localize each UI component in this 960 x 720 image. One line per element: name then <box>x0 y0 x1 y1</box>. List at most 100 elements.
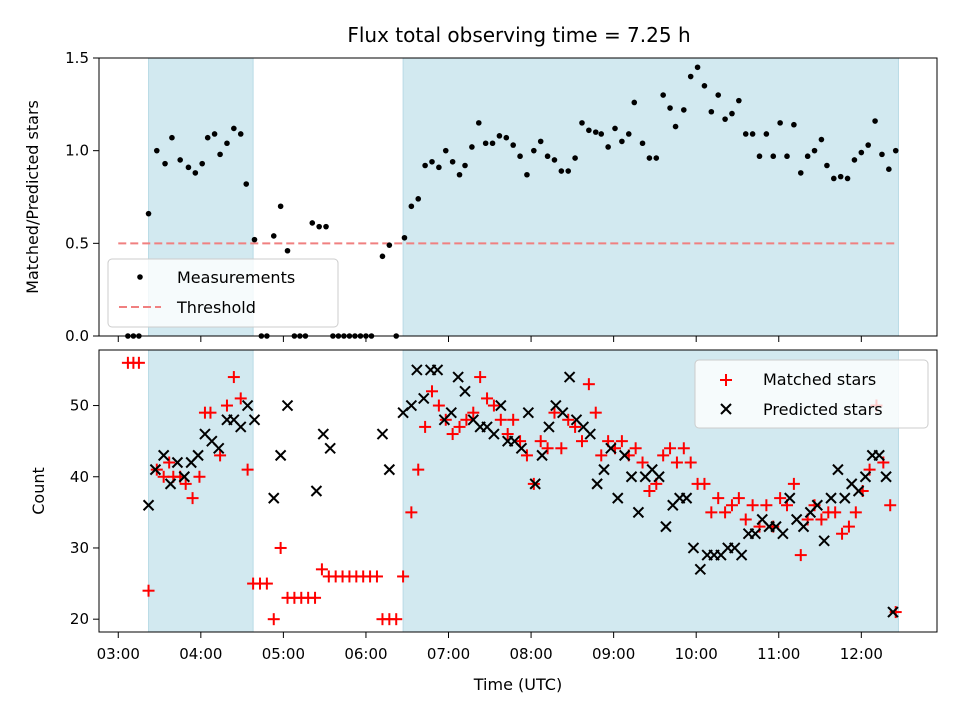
predicted-star-point <box>811 499 823 511</box>
measurement-point <box>565 168 572 174</box>
measurement-point <box>797 170 804 176</box>
measurement-point <box>192 170 199 176</box>
measurement-point <box>217 151 223 158</box>
predicted-star-stroke <box>488 428 500 440</box>
matched-star-point <box>534 435 547 448</box>
predicted-star-point <box>784 492 796 504</box>
measurement-point <box>660 92 666 98</box>
matched-star-point <box>487 399 500 412</box>
predicted-star-stroke <box>452 371 464 383</box>
matched-star-point <box>815 513 828 526</box>
measurement-point <box>204 134 211 141</box>
predicted-star-stroke <box>756 513 768 526</box>
predicted-star-stroke <box>383 463 396 476</box>
measurement-point <box>892 147 899 154</box>
predicted-star-point <box>612 492 624 504</box>
predicted-star-stroke <box>873 449 885 462</box>
predicted-star-stroke <box>845 478 858 490</box>
ratio-y-axis-label: Matched/Predicted stars <box>23 100 42 294</box>
predicted-star-stroke <box>431 364 444 376</box>
measurement-point <box>777 120 783 126</box>
ratio-y-tick-label: 1.0 <box>65 142 89 160</box>
measurement-point <box>708 108 715 115</box>
measurement-point <box>879 151 885 158</box>
measurement-point <box>251 236 258 243</box>
measurement-point <box>653 155 660 161</box>
predicted-star-stroke <box>529 478 541 490</box>
predicted-star-point <box>605 442 617 454</box>
predicted-star-stroke <box>310 485 323 497</box>
predicted-star-point <box>157 449 170 462</box>
ratio-y-axis: 0.0 0.5 1.0 1.5 <box>65 49 99 345</box>
measurement-point <box>722 116 728 122</box>
predicted-star-stroke <box>459 385 471 398</box>
matched-star-point <box>794 549 807 562</box>
measurement-point <box>323 223 329 230</box>
predicted-star-stroke <box>770 520 782 533</box>
measurement-point <box>672 123 679 130</box>
predicted-star-stroke <box>268 492 280 504</box>
predicted-star-stroke <box>625 471 638 483</box>
predicted-star-point <box>431 364 444 376</box>
measurement-point <box>482 140 489 147</box>
predicted-star-point <box>452 371 464 383</box>
predicted-star-stroke <box>852 485 865 497</box>
matched-star-point <box>214 449 227 462</box>
predicted-star-stroke <box>749 528 762 540</box>
predicted-star-point <box>488 428 500 440</box>
predicted-star-point <box>522 406 535 419</box>
predicted-star-point <box>563 371 576 383</box>
measurement-point <box>462 162 468 169</box>
predicted-star-point <box>777 528 789 540</box>
time-x-axis: 03:00 04:00 05:00 06:00 07:00 08:00 09:00 10:00… <box>97 632 883 663</box>
matched-star-point <box>569 420 582 433</box>
measurement-point <box>243 181 250 187</box>
predicted-star-stroke <box>825 492 837 504</box>
predicted-star-stroke <box>618 449 631 462</box>
measurement-points <box>125 64 899 339</box>
matched-star-point <box>453 420 466 433</box>
predicted-star-stroke <box>790 513 803 526</box>
matched-star-point <box>520 449 533 462</box>
matched-star-point <box>589 406 602 419</box>
measurement-point <box>701 83 708 89</box>
legend-threshold-label: Threshold <box>176 298 256 317</box>
matched-star-point <box>684 456 697 469</box>
predicted-star-stroke <box>777 528 789 540</box>
measurement-point <box>177 157 183 163</box>
predicted-star-stroke <box>248 414 261 426</box>
count-y-axis-label: Count <box>29 467 48 515</box>
legend-matched-label: Matched stars <box>763 370 876 389</box>
predicted-star-stroke <box>612 492 624 504</box>
predicted-star-point <box>376 428 389 440</box>
measurement-point <box>145 210 152 217</box>
measurement-point <box>415 196 422 202</box>
predicted-star-stroke <box>142 499 155 511</box>
predicted-star-point <box>543 421 555 433</box>
time-x-tick-label: 04:00 <box>179 645 222 663</box>
measurement-point <box>224 140 230 147</box>
matched-star-point <box>739 513 752 526</box>
predicted-star-point <box>625 471 638 483</box>
predicted-star-point <box>213 442 225 454</box>
time-x-tick-label: 09:00 <box>592 645 635 663</box>
matched-star-point <box>746 499 759 512</box>
predicted-star-point <box>680 492 693 504</box>
predicted-star-point <box>818 535 830 547</box>
ratio-y-tick-label: 0.5 <box>65 234 89 252</box>
measurement-point <box>830 175 837 182</box>
ratio-shade-1 <box>403 58 899 336</box>
predicted-star-point <box>324 442 336 454</box>
measurement-point <box>401 234 408 241</box>
predicted-star-point <box>310 485 323 497</box>
predicted-star-point <box>749 528 762 540</box>
measurement-point <box>592 129 599 135</box>
count-y-tick-label: 40 <box>70 468 89 486</box>
predicted-star-point <box>411 364 423 376</box>
predicted-star-stroke <box>694 563 707 576</box>
measurement-point <box>510 142 516 148</box>
measurement-point <box>429 158 435 165</box>
predicted-star-stroke <box>563 371 576 383</box>
matched-star-point <box>267 613 280 626</box>
measurement-point <box>449 158 456 165</box>
